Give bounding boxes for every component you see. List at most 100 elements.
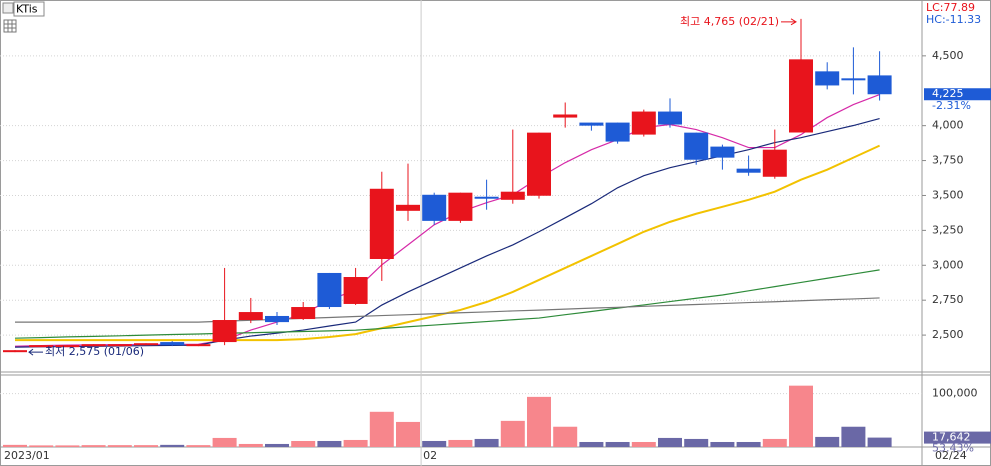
candle-body [343, 277, 368, 304]
volume-bar [3, 444, 27, 447]
candle-body [474, 196, 499, 199]
volume-bar [448, 439, 473, 447]
volume-bar [736, 441, 761, 447]
candle-body [3, 350, 27, 353]
high-arrow [781, 18, 797, 26]
volume-bar [553, 426, 578, 447]
table-icon-lines [4, 20, 16, 32]
volume-bar [212, 437, 237, 447]
volume-bar [134, 445, 158, 447]
volume-ratio: 53.43% [932, 442, 974, 455]
volume-bar [160, 444, 185, 447]
change-label: -2.31% [932, 99, 971, 112]
y-tick-label: 4,000 [932, 119, 964, 132]
title-box[interactable] [13, 1, 45, 17]
candle-body [841, 78, 866, 81]
lc-indicator: LC:77.89 [926, 1, 975, 14]
volume-bar [291, 440, 316, 447]
volume-bar [474, 438, 499, 447]
y-tick-label: 100,000 [932, 387, 978, 400]
candle-body [736, 168, 761, 173]
candle-body [422, 194, 447, 221]
moving-average [14, 117, 880, 348]
high-annotation: 최고 4,765 (02/21) [680, 15, 779, 28]
volume-bar [579, 441, 604, 447]
volume-bar [29, 445, 54, 447]
volume-bar [343, 439, 368, 447]
chart-title: KTis [16, 3, 38, 16]
volume-bar [527, 396, 551, 447]
candle-body [658, 111, 682, 125]
candle-body [317, 272, 342, 308]
volume-bar [762, 438, 787, 447]
volume-bar [789, 385, 813, 447]
candle-body [527, 132, 551, 196]
candle-body [55, 345, 80, 348]
candle-body [762, 149, 787, 177]
volume-bar [81, 445, 106, 447]
candle-body [815, 71, 840, 86]
y-tick-label: 3,000 [932, 258, 964, 271]
x-tick-label: 02 [423, 449, 437, 462]
y-tick-label: 3,500 [932, 188, 964, 201]
last-volume-label: 17,642 [932, 431, 971, 444]
volume-bar [684, 438, 709, 447]
candle-body [265, 315, 289, 323]
volume-bar [55, 445, 80, 447]
y-tick-label: 4,500 [932, 49, 964, 62]
low-annotation: 최저 2,575 (01/06) [45, 345, 144, 358]
hc-indicator: HC:-11.33 [926, 13, 981, 26]
y-tick-label: 3,250 [932, 223, 964, 236]
candle-body [186, 344, 211, 347]
last-price-box [924, 88, 991, 101]
volume-bar [422, 440, 447, 447]
volume-bar [631, 441, 656, 447]
volume-bar [396, 421, 420, 447]
volume-bar [841, 426, 866, 447]
candle-body [134, 343, 158, 346]
candle-body [291, 307, 316, 320]
moving-average [14, 269, 880, 339]
last-volume-box [924, 431, 991, 444]
candle-body [684, 132, 709, 160]
menu-icon[interactable] [2, 2, 14, 14]
y-tick-label: 2,500 [932, 328, 964, 341]
candle-body [212, 320, 237, 343]
candle-body [579, 122, 604, 126]
last-price-label: 4,225 [932, 87, 964, 100]
volume-bar [186, 445, 211, 447]
volume-bar [815, 436, 840, 447]
candle-body [553, 114, 578, 118]
candle-body [710, 146, 735, 158]
volume-bar [107, 445, 132, 447]
candle-body [160, 342, 185, 346]
volume-bar [238, 443, 263, 447]
candle-body [81, 344, 106, 347]
candle-body [107, 344, 132, 347]
table-icon[interactable] [3, 19, 17, 33]
candle-body [500, 191, 525, 200]
plot [3, 18, 892, 447]
volume-bar [605, 441, 630, 447]
y-tick-label: 3,750 [932, 154, 964, 167]
volume-bar [500, 420, 525, 447]
candle-body [29, 345, 54, 348]
candle-body [396, 204, 420, 211]
candle-body [448, 192, 473, 221]
volume-bar [867, 437, 892, 447]
candle-body [238, 312, 263, 321]
x-tick-label: 02/24 [935, 449, 967, 462]
volume-bar [265, 443, 289, 447]
candle-body [867, 75, 892, 95]
x-tick-label: 2023/01 [4, 449, 50, 462]
volume-bar [658, 437, 682, 447]
volume-bar [317, 440, 342, 447]
candle-body [369, 188, 394, 259]
moving-average [14, 93, 880, 347]
candle-body [605, 122, 630, 142]
low-arrow [28, 348, 43, 356]
candle-body [631, 111, 656, 135]
